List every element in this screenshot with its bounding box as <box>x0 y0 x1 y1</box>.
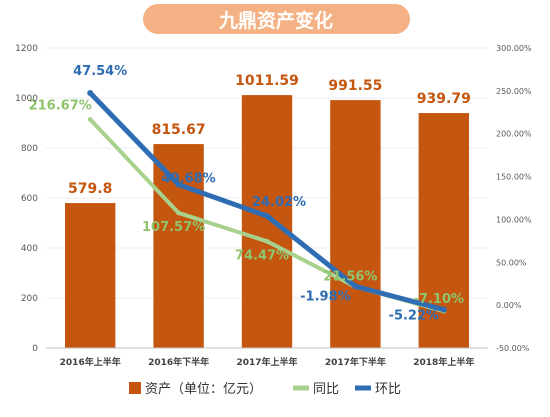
y2-tick-label: 200.00% <box>496 130 532 139</box>
y2-tick-label: 300.00% <box>496 44 532 53</box>
series-point-yoy <box>87 117 93 122</box>
mom-data-label: -5.22% <box>389 309 440 324</box>
series-point-yoy <box>264 238 270 244</box>
yoy-data-label: 21.56% <box>323 270 377 285</box>
y-tick-label: 0 <box>32 344 38 354</box>
series-point-yoy <box>176 210 182 216</box>
bar <box>153 144 204 348</box>
y2-tick-label: 0.00% <box>496 301 522 310</box>
x-tick-label: 2016年下半年 <box>148 356 209 368</box>
yoy-data-label: -7.10% <box>414 292 465 307</box>
y-tick-label: 1200 <box>15 44 38 54</box>
y-tick-label: 1000 <box>15 94 38 104</box>
y-tick-label: 800 <box>21 144 38 154</box>
legend-label-yoy: 同比 <box>313 382 339 397</box>
mom-data-label: 47.54% <box>73 64 127 79</box>
y-tick-label: 200 <box>21 294 38 304</box>
y2-tick-label: 250.00% <box>496 87 532 96</box>
yoy-data-label: 107.57% <box>142 220 205 235</box>
x-tick-label: 2017年上半年 <box>236 356 297 368</box>
bar-data-label: 939.79 <box>417 91 471 107</box>
series-point-mom <box>264 212 270 219</box>
series-point-mom <box>440 306 447 313</box>
bar <box>330 100 381 348</box>
y2-tick-label: 100.00% <box>496 215 532 224</box>
x-tick-label: 2017年下半年 <box>325 356 386 368</box>
y2-tick-label: -50.00% <box>496 344 530 353</box>
label-layer: 579.8 815.67 1011.59 991.55 939.79 216.67% 107… <box>29 64 471 324</box>
bar <box>65 203 116 348</box>
bar-data-label: 579.8 <box>68 181 112 197</box>
line-layer <box>87 89 447 314</box>
series-point-mom <box>352 283 359 290</box>
y2-tick-label: 150.00% <box>496 173 532 182</box>
bar-layer <box>65 95 469 349</box>
y-tick-label: 400 <box>21 244 38 254</box>
mom-data-label: -1.98% <box>300 289 351 304</box>
legend-swatch-assets <box>129 382 141 394</box>
y-tick-label: 600 <box>21 194 38 204</box>
legend-label-mom: 环比 <box>375 382 401 397</box>
chart-title: 九鼎资产变化 <box>218 9 333 32</box>
mom-data-label: 40.68% <box>162 172 216 187</box>
x-tick-label: 2018年上半年 <box>413 356 474 368</box>
yoy-data-label: 216.67% <box>29 98 92 113</box>
bar-data-label: 815.67 <box>152 122 206 138</box>
bar-data-label: 1011.59 <box>235 73 299 89</box>
bar-data-label: 991.55 <box>328 78 382 94</box>
yoy-data-label: 74.47% <box>235 248 289 263</box>
mom-data-label: 24.02% <box>252 195 306 210</box>
series-point-mom <box>87 89 94 96</box>
axis-layer: 0 200 400 600 800 1000 1200 -50.00% 0.00% 50.00% 1… <box>15 44 532 368</box>
bar <box>241 95 293 348</box>
legend: 资产（单位：亿元） 同比 环比 <box>129 382 401 397</box>
y2-tick-label: 50.00% <box>496 258 527 267</box>
title-background <box>143 4 410 34</box>
x-tick-label: 2016年上半年 <box>60 356 121 368</box>
series-point-mom <box>175 181 182 188</box>
legend-label-assets: 资产（单位：亿元） <box>145 382 262 397</box>
